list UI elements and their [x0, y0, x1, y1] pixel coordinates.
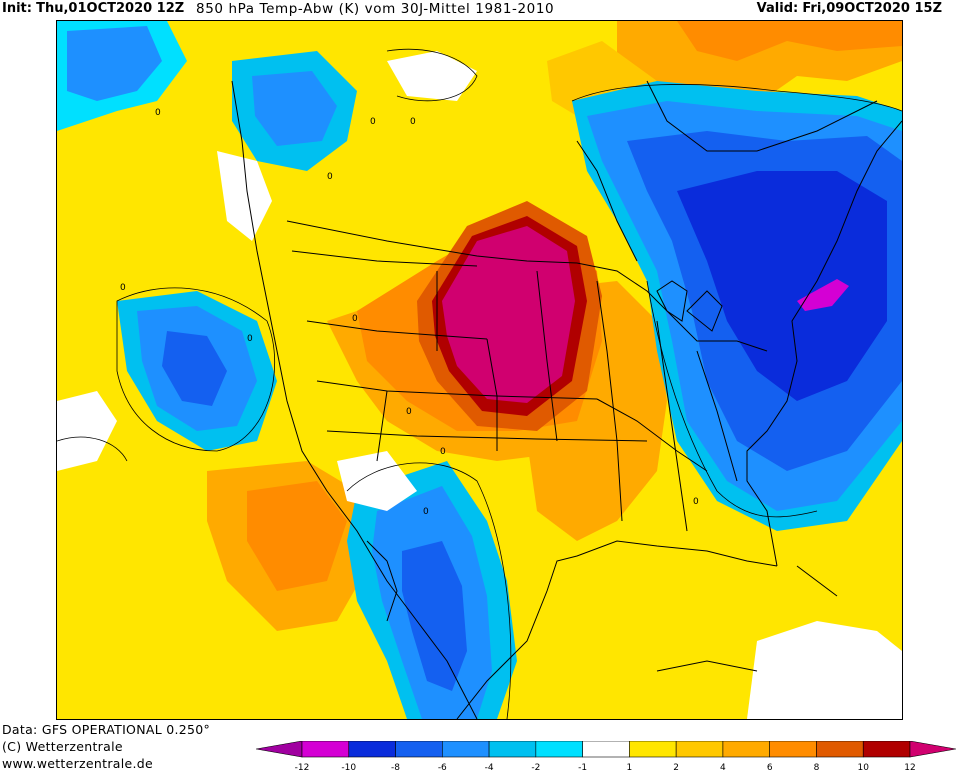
legend-tick-label: -10 — [341, 763, 356, 773]
contour-label-11: 0 — [327, 172, 333, 182]
data-source: Data: GFS OPERATIONAL 0.250° — [2, 722, 211, 737]
valid-value: Fri,09OCT2020 15Z — [802, 1, 942, 16]
coastlines-and-borders — [231, 80, 902, 719]
legend-tick-label: -12 — [295, 763, 310, 773]
legend-swatch — [675, 741, 724, 758]
legend-swatch — [722, 741, 770, 758]
legend-tick-label: 8 — [814, 763, 820, 773]
contour-label-6: 0 — [440, 447, 446, 457]
legend-tick-label: -8 — [391, 763, 400, 773]
legend-swatch — [769, 741, 817, 758]
legend-tick-label: 6 — [767, 763, 773, 773]
valid-label: Valid: — [756, 1, 799, 16]
copyright: (C) Wetterzentrale — [2, 739, 123, 754]
legend-swatch — [629, 741, 677, 758]
legend-tick-label: 4 — [720, 763, 726, 773]
contour-label-1: 0 — [120, 283, 126, 293]
init-value: Thu,01OCT2020 12Z — [36, 1, 185, 16]
legend-swatch-low-arrow — [256, 741, 303, 758]
legend-swatch — [395, 741, 443, 758]
color-legend: -12 -10 -8 -6 -4 -2 -1 1 2 4 6 8 10 12 — [256, 741, 956, 781]
contour-label-5: 0 — [406, 407, 412, 417]
website-url: www.wetterzentrale.de — [2, 756, 153, 771]
legend-swatch — [862, 741, 911, 758]
contour-label-4: 0 — [410, 117, 416, 127]
legend-tick-label: -1 — [578, 763, 587, 773]
anomaly-map: 0 0 0 0 0 0 0 0 0 0 0 — [56, 20, 903, 720]
map-title: 850 hPa Temp-Abw (K) vom 30J-Mittel 1981… — [196, 1, 555, 17]
legend-swatch — [582, 741, 630, 758]
legend-tick-label: -6 — [438, 763, 447, 773]
legend-swatch — [301, 741, 350, 758]
contour-label-8: 0 — [693, 497, 699, 507]
valid-time: Valid: Fri,09OCT2020 15Z — [757, 0, 942, 18]
legend-swatch — [816, 741, 864, 758]
contour-labels: 0 0 0 0 0 0 0 0 0 0 0 — [120, 108, 699, 517]
contour-label-10: 0 — [247, 334, 253, 344]
contour-label-2: 0 — [155, 108, 161, 118]
legend-tick-label: 12 — [904, 763, 915, 773]
contour-label-3: 0 — [370, 117, 376, 127]
legend-swatch-high-arrow — [909, 741, 956, 758]
contour-label-7: 0 — [423, 507, 429, 517]
legend-tick-label: 1 — [627, 763, 633, 773]
legend-swatch — [535, 741, 583, 758]
legend-tick-label: 10 — [858, 763, 870, 773]
legend-tick-label: -2 — [531, 763, 540, 773]
init-time: Init: Thu,01OCT2020 12Z — [2, 0, 184, 18]
legend-tick-label: -4 — [485, 763, 494, 773]
near-zero-white-areas — [57, 51, 902, 719]
legend-tick-label: 2 — [673, 763, 679, 773]
legend-swatch — [348, 741, 396, 758]
contour-label-9: 0 — [352, 314, 358, 324]
cold-anomaly-west — [117, 51, 357, 451]
legend-swatch — [488, 741, 537, 758]
cold-anomaly-southwest — [347, 461, 517, 719]
init-label: Init: — [2, 1, 32, 16]
cold-anomaly-east — [57, 21, 902, 531]
legend-swatch — [442, 741, 490, 758]
zero-contours — [57, 48, 902, 719]
